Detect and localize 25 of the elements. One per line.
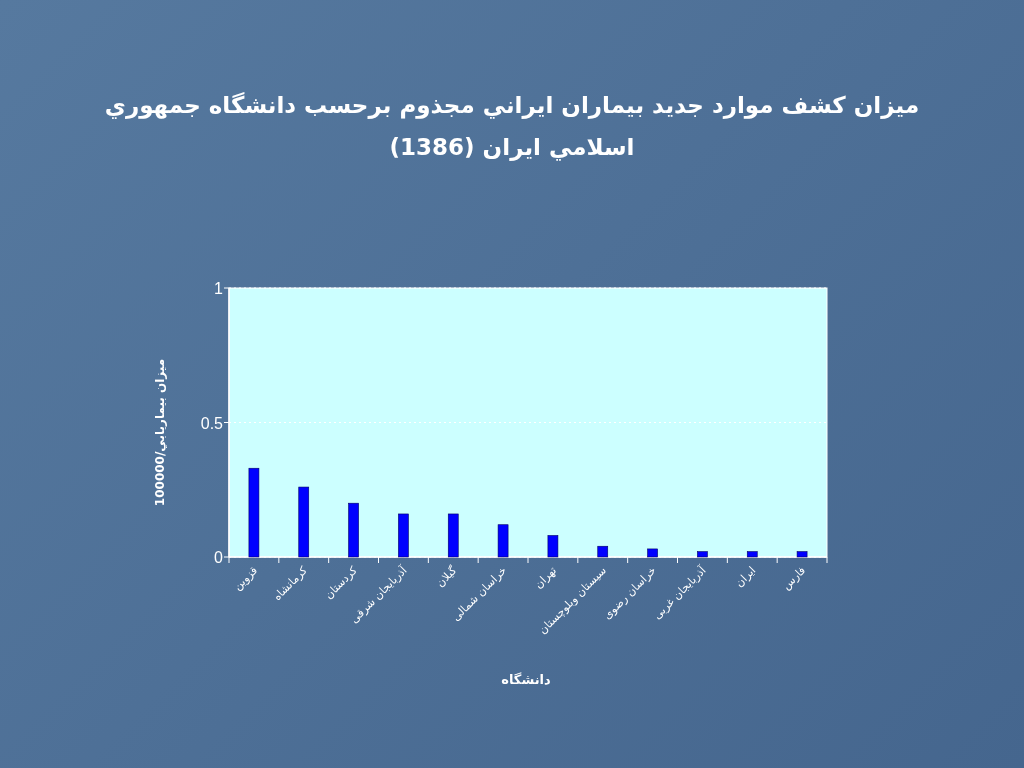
chart-title: ميزان كشف موارد جديد بيماران ايراني مجذوم برحسب دانشگاه جمهوري اسلامي ايران (1386) [103, 91, 921, 163]
y-tick-label: 1 [214, 280, 224, 297]
bar [398, 513, 409, 558]
x-tick-label: ایران [732, 563, 759, 590]
bar [248, 467, 260, 558]
y-tick-label: 0 [214, 549, 224, 566]
bar [497, 524, 509, 558]
bar [796, 551, 808, 558]
bar [348, 502, 359, 558]
x-tick-label: گیلان [433, 563, 460, 590]
bar [597, 545, 609, 558]
bar [697, 551, 708, 558]
bar [447, 513, 459, 558]
x-axis-title: دانشگاه [501, 672, 551, 687]
bar [746, 551, 758, 558]
x-tick-label: قزوین [230, 563, 261, 593]
bar [298, 486, 310, 558]
x-tick-label: کردستان [322, 563, 361, 602]
y-axis-title: ميزان بيماريابي/100000 [153, 358, 167, 507]
x-tick-label: فارس [779, 563, 809, 593]
x-tick-label: کرمانشاه [270, 563, 311, 604]
y-tick-label: 0.5 [200, 414, 224, 432]
bar [547, 535, 559, 558]
x-tick-label: تهران [531, 563, 560, 592]
bar [647, 548, 658, 558]
